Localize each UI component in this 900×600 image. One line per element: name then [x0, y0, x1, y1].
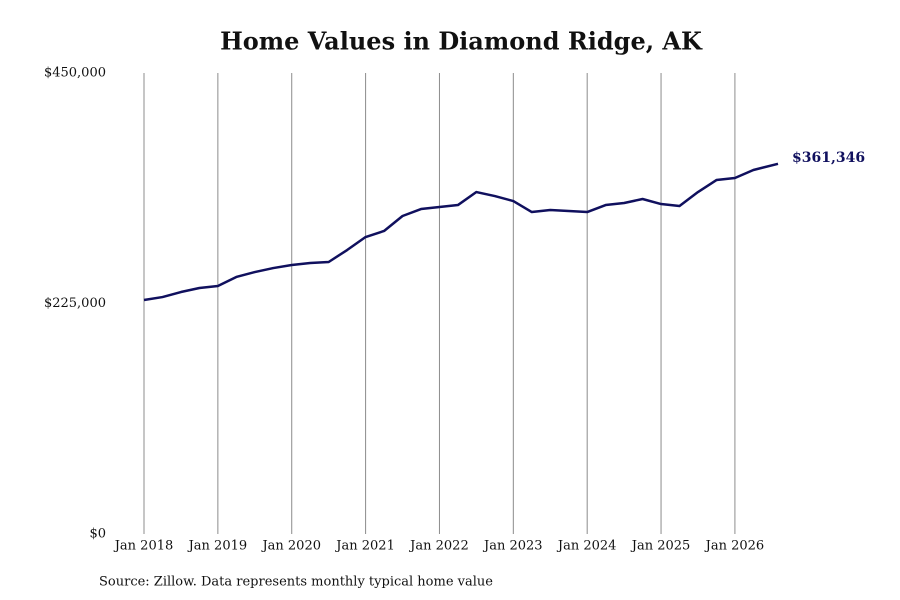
end-label: $361,346 [792, 150, 865, 166]
x-tick-label: Jan 2019 [187, 539, 248, 554]
x-tick-label: Jan 2025 [630, 539, 691, 554]
x-tick-label: Jan 2026 [704, 539, 765, 554]
x-tick-label: Jan 2021 [334, 539, 395, 554]
chart-title: Home Values in Diamond Ridge, AK [220, 27, 703, 56]
y-tick-label: $0 [89, 527, 106, 542]
x-tick-label: Jan 2023 [482, 539, 543, 554]
x-tick-label: Jan 2022 [408, 539, 469, 554]
x-tick-label: Jan 2020 [260, 539, 321, 554]
line [143, 162, 779, 302]
y-tick-label: $225,000 [44, 296, 106, 311]
x-tick-label: Jan 2018 [113, 539, 174, 554]
y-tick-label: $450,000 [44, 66, 106, 81]
caption: Source: Zillow. Data represents monthly … [99, 575, 493, 590]
x-tick-label: Jan 2024 [556, 539, 617, 554]
